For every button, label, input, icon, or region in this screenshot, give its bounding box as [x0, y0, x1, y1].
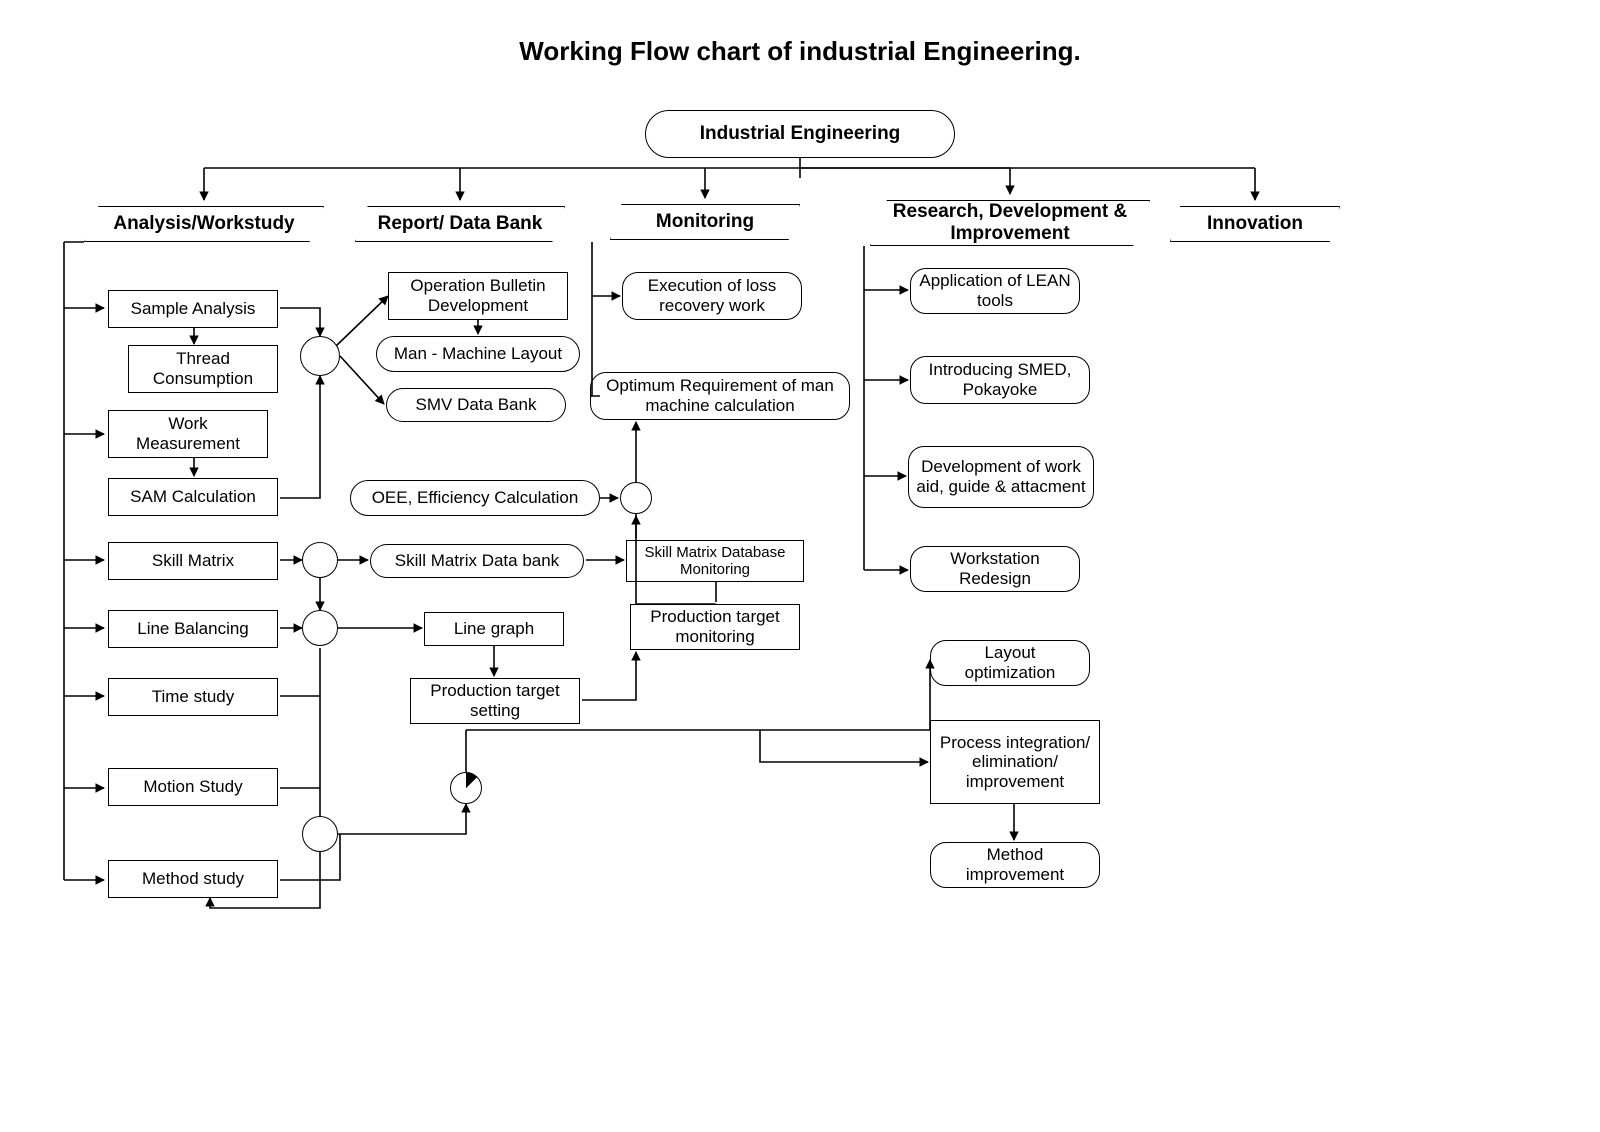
- node-smdm: Skill Matrix Database Monitoring: [626, 540, 804, 582]
- node-method: Method study: [108, 860, 278, 898]
- page-title: Working Flow chart of industrial Enginee…: [0, 36, 1600, 67]
- node-workmeas: Work Measurement: [108, 410, 268, 458]
- node-opbull: Operation Bulletin Development: [388, 272, 568, 320]
- edge: [338, 804, 466, 834]
- junction-j5: [450, 772, 482, 804]
- edge: [336, 296, 388, 346]
- node-smdb: Skill Matrix Data bank: [370, 544, 584, 578]
- node-smed: Introducing SMED, Pokayoke: [910, 356, 1090, 404]
- node-c5: Innovation: [1170, 206, 1340, 242]
- node-pts: Production target setting: [410, 678, 580, 724]
- node-ptm: Production target monitoring: [630, 604, 800, 650]
- node-optreq: Optimum Requirement of man machine calcu…: [590, 372, 850, 420]
- node-c1: Analysis/Workstudy: [84, 206, 324, 242]
- node-layoutopt: Layout optimization: [930, 640, 1090, 686]
- node-execloss: Execution of loss recovery work: [622, 272, 802, 320]
- node-workaid: Development of work aid, guide & attacme…: [908, 446, 1094, 508]
- edge: [280, 308, 320, 336]
- junction-j2: [302, 542, 338, 578]
- node-motion: Motion Study: [108, 768, 278, 806]
- junction-j3: [302, 610, 338, 646]
- node-c2: Report/ Data Bank: [355, 206, 565, 242]
- diagram-stage: Working Flow chart of industrial Enginee…: [0, 0, 1600, 1132]
- node-procint: Process integration/ elimination/ improv…: [930, 720, 1100, 804]
- node-skill: Skill Matrix: [108, 542, 278, 580]
- edge: [280, 376, 320, 498]
- node-root: Industrial Engineering: [645, 110, 955, 158]
- node-lineb: Line Balancing: [108, 610, 278, 648]
- node-sample: Sample Analysis: [108, 290, 278, 328]
- node-timestudy: Time study: [108, 678, 278, 716]
- node-thread: Thread Consumption: [128, 345, 278, 393]
- junction-j4: [302, 816, 338, 852]
- edge: [340, 356, 384, 404]
- node-lean: Application of LEAN tools: [910, 268, 1080, 314]
- node-c4: Research, Development & Improvement: [870, 200, 1150, 246]
- junction-j6: [620, 482, 652, 514]
- junction-j1: [300, 336, 340, 376]
- node-smv: SMV Data Bank: [386, 388, 566, 422]
- node-lgraph: Line graph: [424, 612, 564, 646]
- node-mml: Man - Machine Layout: [376, 336, 580, 372]
- node-sam: SAM Calculation: [108, 478, 278, 516]
- node-methodimp: Method improvement: [930, 842, 1100, 888]
- node-c3: Monitoring: [610, 204, 800, 240]
- edge: [760, 730, 928, 762]
- node-wsr: Workstation Redesign: [910, 546, 1080, 592]
- node-oee: OEE, Efficiency Calculation: [350, 480, 600, 516]
- edge: [582, 652, 636, 700]
